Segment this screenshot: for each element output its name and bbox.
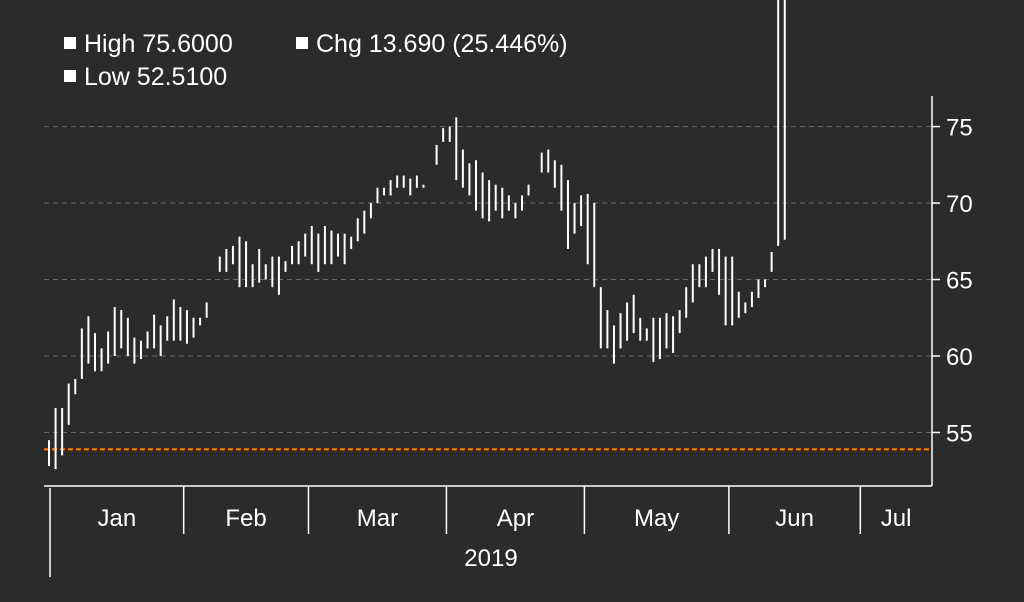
legend-low: Low 52.5100 [84,63,227,91]
y-tick-label: 55 [946,420,973,447]
legend-marker-chg [296,37,308,49]
legend: High 75.6000 Chg 13.690 (25.446%) Low 52… [64,30,568,91]
x-tick-label: May [634,505,679,532]
ohlc-series [48,0,786,470]
x-tick-label: Jan [97,505,136,532]
legend-marker-high [64,37,76,49]
legend-high: High 75.6000 [84,30,233,58]
axes [44,96,940,577]
y-tick-label: 60 [946,344,973,371]
x-tick-label: Mar [357,505,398,532]
x-tick-label: Apr [497,505,534,532]
x-tick-labels: 2019 Jan Feb Mar Apr May Jun Jul [97,505,911,572]
legend-marker-low [64,70,76,82]
x-tick-label: Jul [881,505,912,532]
y-tick-label: 70 [946,191,973,218]
y-tick-label: 65 [946,268,973,295]
legend-chg: Chg 13.690 (25.446%) [316,30,568,58]
grid [44,126,932,433]
y-tick-label: 75 [946,115,973,142]
y-tick-labels: 55 60 65 70 75 [946,115,973,448]
x-tick-label: Jun [775,505,814,532]
x-tick-label: Feb [225,505,266,532]
year-label: 2019 [464,545,517,572]
